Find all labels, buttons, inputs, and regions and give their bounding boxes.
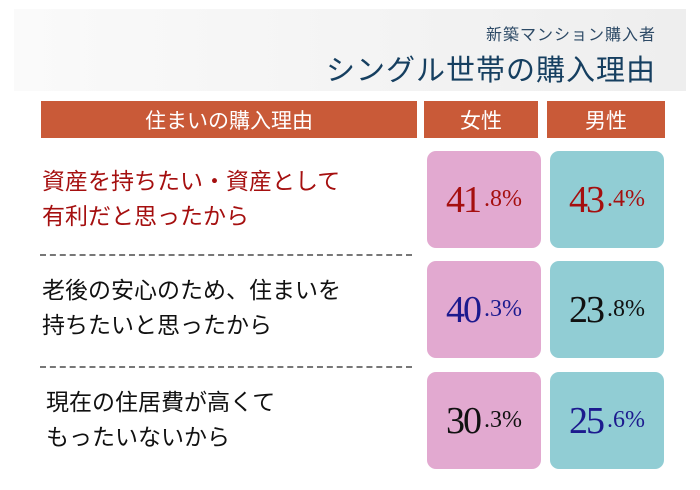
male-value: 43.4% [550,151,664,248]
value-decimal: .3% [484,407,522,433]
subtitle: 新築マンション購入者 [485,25,656,44]
female-value: 41.8% [427,151,541,248]
table-row-reason: 老後の安心のため、住まいを 持ちたいと思ったから [42,274,422,344]
table-row-reason: 現在の住居費が高くて もったいないから [46,386,426,456]
reason-line: 老後の安心のため、住まいを [42,278,341,304]
table-row-reason: 資産を持ちたい・資産として 有利だと思ったから [42,165,422,235]
value-integer: 25 [569,399,605,442]
reason-line: もったいないから [46,425,230,451]
value-integer: 30 [446,399,482,442]
value-integer: 23 [569,288,605,331]
row-divider [40,254,412,256]
row-divider [40,366,412,368]
header-banner: 新築マンション購入者 シングル世帯の購入理由 [14,9,686,91]
value-integer: 41 [446,178,482,221]
male-value: 25.6% [550,372,664,469]
value-integer: 40 [446,288,482,331]
value-decimal: .3% [484,296,522,322]
value-decimal: .4% [607,186,645,212]
column-header-male: 男性 [547,101,665,138]
column-header-reason: 住まいの購入理由 [41,101,417,138]
reason-line: 資産を持ちたい・資産として [42,169,341,195]
female-value: 40.3% [427,261,541,358]
value-decimal: .8% [484,186,522,212]
value-decimal: .6% [607,407,645,433]
female-value: 30.3% [427,372,541,469]
page-title: シングル世帯の購入理由 [325,53,656,87]
column-header-female: 女性 [424,101,538,138]
reason-line: 現在の住居費が高くて [46,390,276,416]
value-decimal: .8% [607,296,645,322]
reason-line: 持ちたいと思ったから [42,313,272,339]
male-value: 23.8% [550,261,664,358]
reason-line: 有利だと思ったから [42,204,249,230]
value-integer: 43 [569,178,605,221]
